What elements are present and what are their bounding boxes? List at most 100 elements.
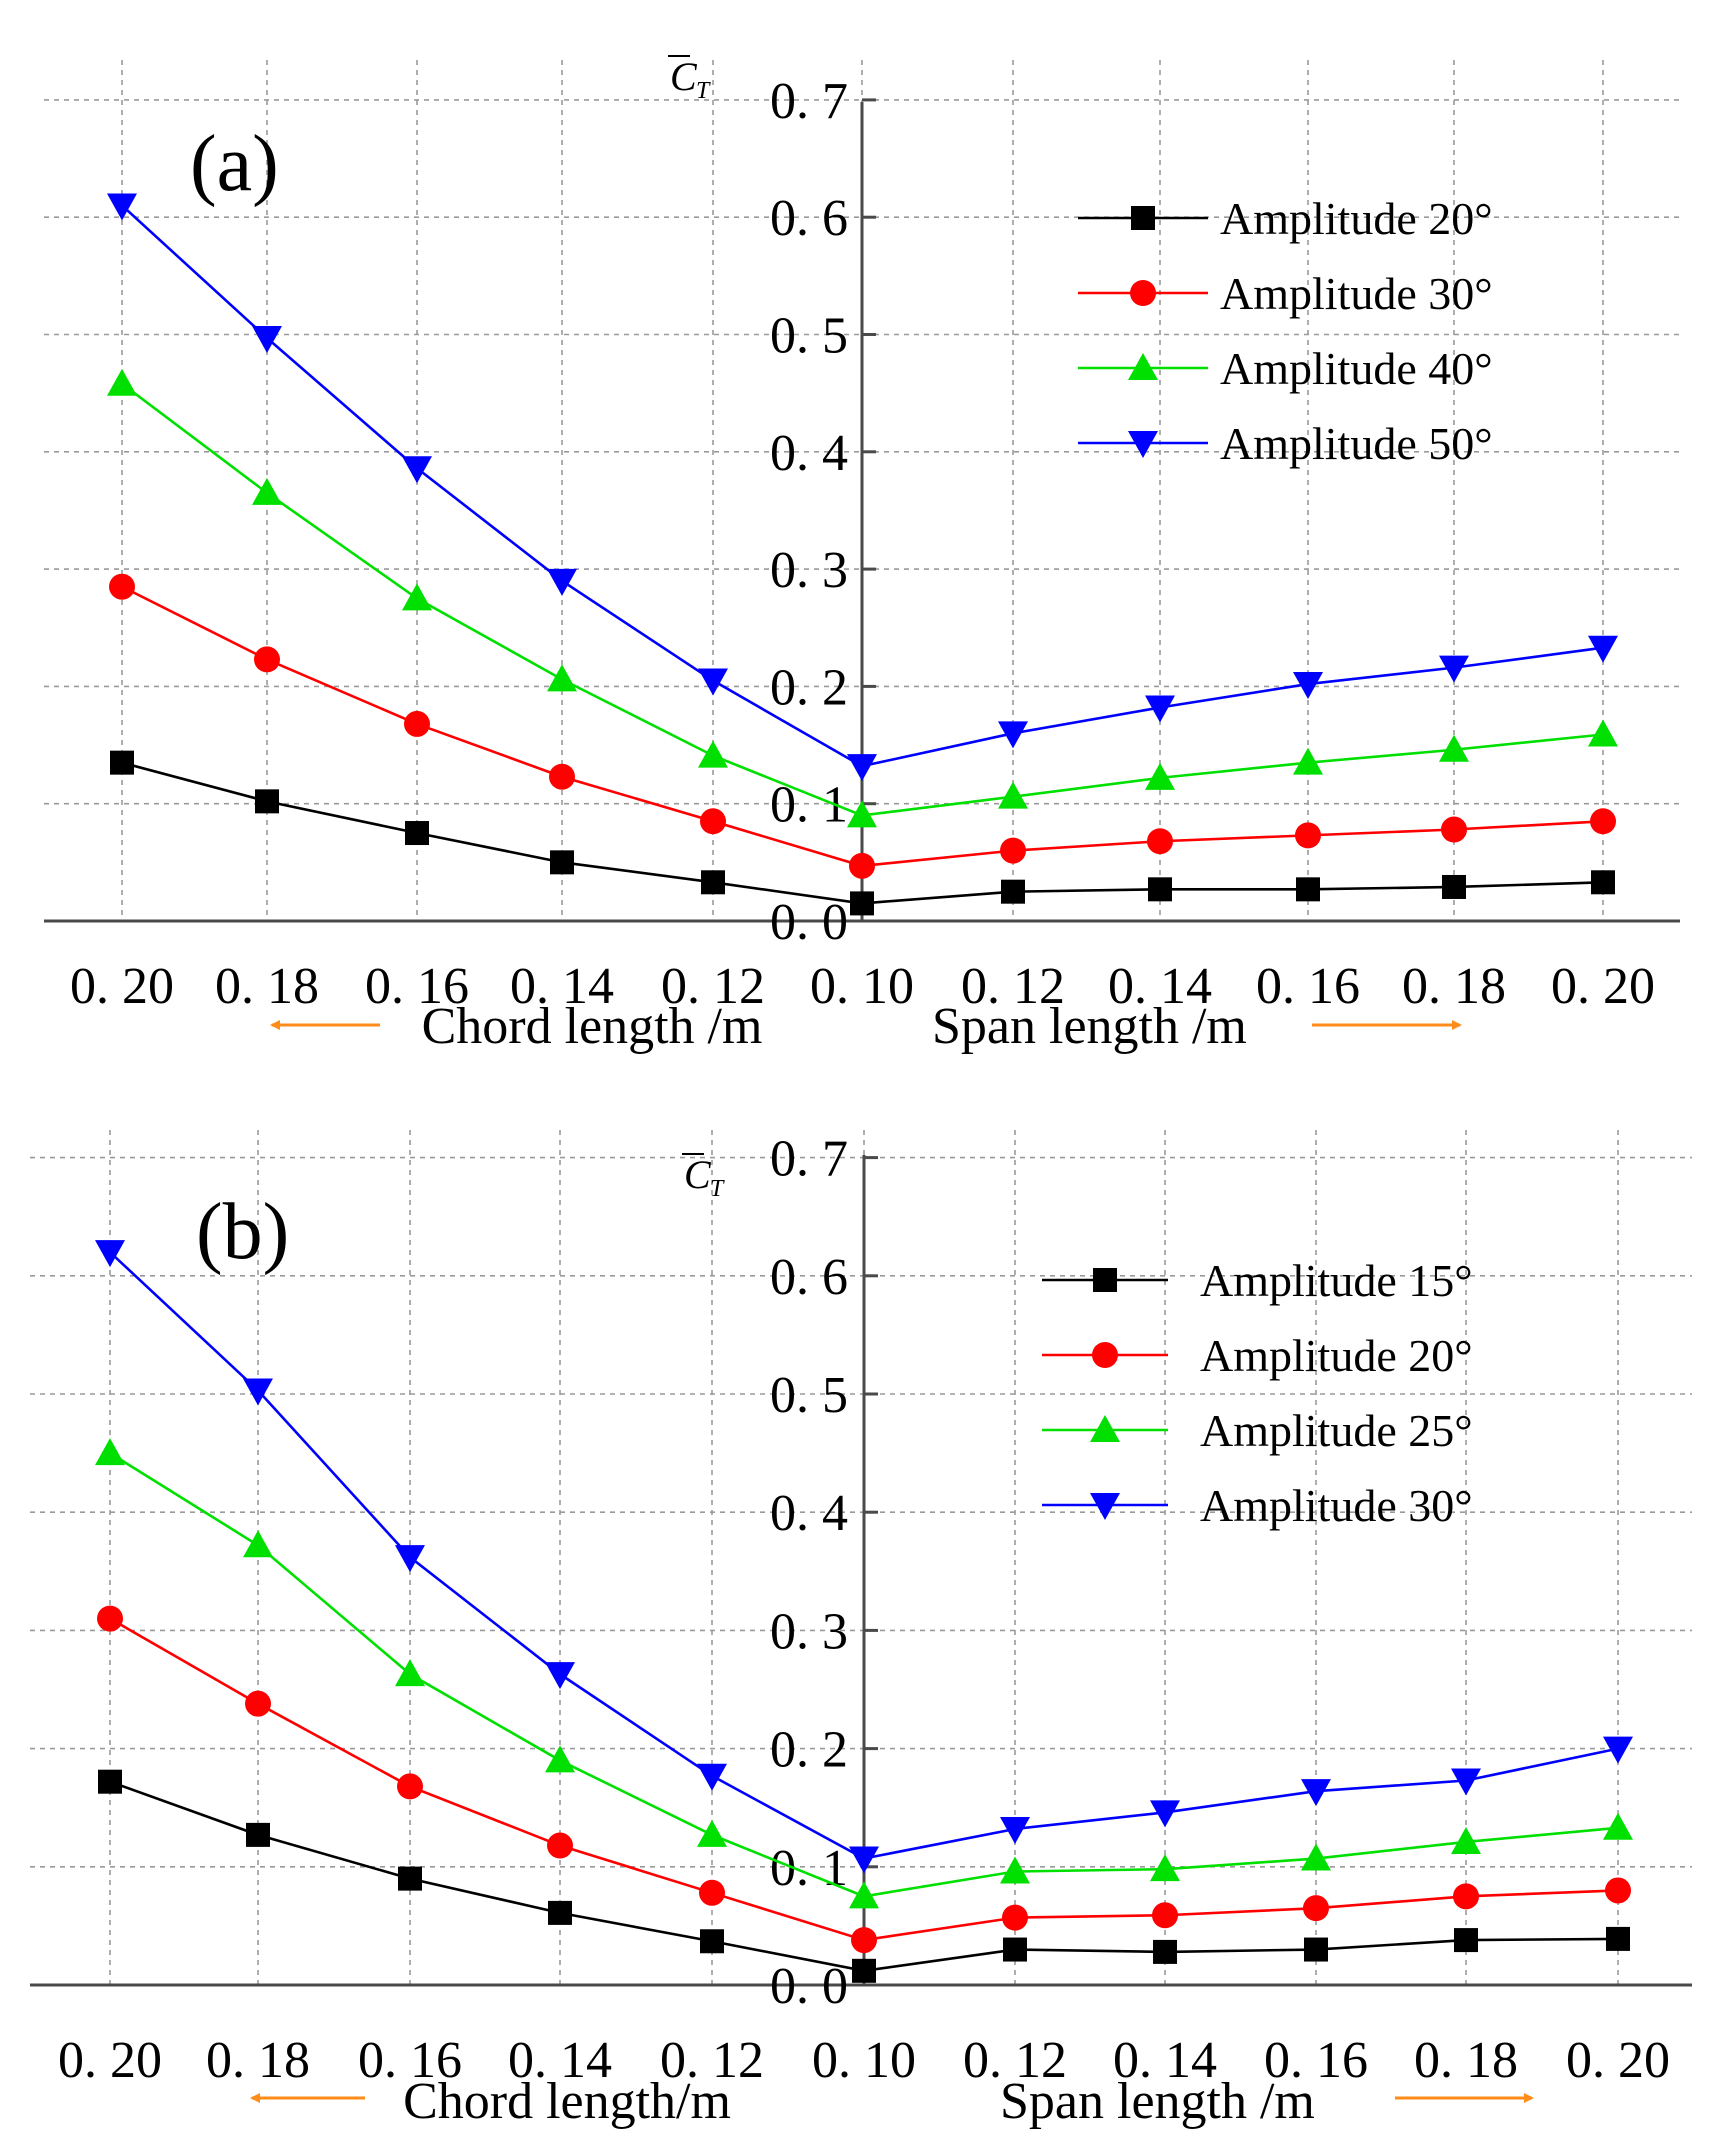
legend: Amplitude 15° Amplitude 20° Amplitude 25° A… xyxy=(1042,1255,1473,1531)
data-point xyxy=(1148,877,1172,902)
data-point xyxy=(998,781,1028,809)
data-point xyxy=(398,1866,422,1891)
data-point xyxy=(1451,1826,1481,1854)
x-tick-label: 0. 18 xyxy=(215,958,319,1015)
data-point xyxy=(1605,1877,1631,1904)
data-point xyxy=(699,1879,725,1906)
y-tick-label: 0. 0 xyxy=(770,894,848,951)
data-point xyxy=(1301,1779,1331,1807)
data-point xyxy=(852,1958,876,1983)
legend-entry: Amplitude 20° xyxy=(1078,193,1493,244)
data-point xyxy=(1591,870,1615,895)
panel-label: (a) xyxy=(190,120,279,208)
y-tick-label: 0. 7 xyxy=(770,73,848,130)
series-0 xyxy=(110,750,1615,916)
data-point xyxy=(1296,877,1320,902)
x-tick-label: 0. 14 xyxy=(1113,2032,1217,2089)
legend-label: Amplitude 30° xyxy=(1220,268,1493,319)
legend-entry: Amplitude 50° xyxy=(1078,418,1493,469)
series-3 xyxy=(107,193,1618,782)
legend-label: Amplitude 40° xyxy=(1220,343,1493,394)
data-point xyxy=(850,891,874,916)
y-tick-label: 0. 6 xyxy=(770,190,848,247)
x-tick-label: 0. 16 xyxy=(1264,2032,1368,2089)
data-point xyxy=(1002,1904,1028,1931)
data-point xyxy=(109,573,135,600)
data-point xyxy=(1150,1854,1180,1882)
y-tick-label: 0. 6 xyxy=(770,1249,848,1306)
x-tick-label: 0. 12 xyxy=(963,2032,1067,2089)
x-tick-label: 0. 16 xyxy=(358,2032,462,2089)
series-2 xyxy=(95,1438,1633,1909)
data-point xyxy=(404,710,430,737)
y-tick-label: 0. 0 xyxy=(770,1958,848,2015)
x-tick-label: 0. 10 xyxy=(812,2032,916,2089)
data-point xyxy=(697,1763,727,1791)
legend-marker xyxy=(1090,1415,1120,1442)
data-point xyxy=(255,789,279,814)
data-point xyxy=(1441,816,1467,843)
data-point xyxy=(700,1929,724,1954)
data-point xyxy=(107,368,137,396)
x-tick-label: 0. 14 xyxy=(510,958,614,1015)
legend-marker xyxy=(1130,280,1156,306)
legend: Amplitude 20° Amplitude 30° Amplitude 40° A… xyxy=(1078,193,1493,469)
legend-label: Amplitude 50° xyxy=(1220,418,1493,469)
series-1 xyxy=(109,573,1616,879)
data-point xyxy=(1003,1937,1027,1962)
data-point xyxy=(98,1769,122,1794)
data-point xyxy=(107,193,137,221)
data-point xyxy=(1295,822,1321,849)
data-point xyxy=(1606,1926,1630,1951)
data-point xyxy=(402,456,432,484)
data-point xyxy=(1439,734,1469,762)
x-tick-label: 0. 10 xyxy=(810,958,914,1015)
x-tick-label: 0. 18 xyxy=(206,2032,310,2089)
data-point xyxy=(1145,762,1175,790)
data-point xyxy=(547,568,577,596)
data-point xyxy=(1152,1902,1178,1929)
x-tick-label: 0. 14 xyxy=(508,2032,612,2089)
data-point xyxy=(254,646,280,673)
x-tick-label: 0. 16 xyxy=(1256,958,1360,1015)
data-point xyxy=(851,1927,877,1954)
data-point xyxy=(547,664,577,692)
y-label-subscript: T xyxy=(710,1176,725,1202)
data-point xyxy=(1145,695,1175,723)
data-point xyxy=(698,668,728,696)
legend-marker xyxy=(1093,1268,1117,1292)
data-point xyxy=(252,326,282,354)
data-point xyxy=(246,1822,270,1847)
data-point xyxy=(402,583,432,611)
data-point xyxy=(1000,1856,1030,1884)
y-tick-label: 0. 5 xyxy=(770,1367,848,1424)
data-point xyxy=(1442,874,1466,899)
data-point xyxy=(1147,828,1173,855)
x-tick-label: 0. 20 xyxy=(1551,958,1655,1015)
x-axis-label-chord: Chord length/m xyxy=(403,2073,731,2130)
x-tick-label: 0. 20 xyxy=(1566,2032,1670,2089)
data-point xyxy=(700,808,726,835)
data-point xyxy=(698,740,728,768)
panel-b: 0. 0 0. 1 0. 2 0. 3 0. 4 0. 5 0. 6 0. 7 0. 20 0. … xyxy=(30,1130,1692,2130)
y-tick-label: 0. 7 xyxy=(770,1131,848,1188)
x-tick-label: 0. 20 xyxy=(58,2032,162,2089)
data-point xyxy=(701,870,725,895)
y-tick-label: 0. 2 xyxy=(770,659,848,716)
legend-label: Amplitude 30° xyxy=(1200,1480,1473,1531)
data-point xyxy=(1451,1768,1481,1796)
data-point xyxy=(95,1240,125,1268)
data-point xyxy=(849,852,875,879)
data-point xyxy=(243,1378,273,1406)
y-label-symbol: C xyxy=(684,1152,712,1197)
x-tick-label: 0. 18 xyxy=(1402,958,1506,1015)
data-point xyxy=(397,1773,423,1800)
data-point xyxy=(1001,879,1025,904)
panel-label: (b) xyxy=(196,1188,289,1276)
data-point xyxy=(405,821,429,846)
data-point xyxy=(847,800,877,828)
data-point xyxy=(1603,1736,1633,1764)
x-axis-label-span: Span length /m xyxy=(932,998,1247,1055)
y-tick-label: 0. 3 xyxy=(770,542,848,599)
